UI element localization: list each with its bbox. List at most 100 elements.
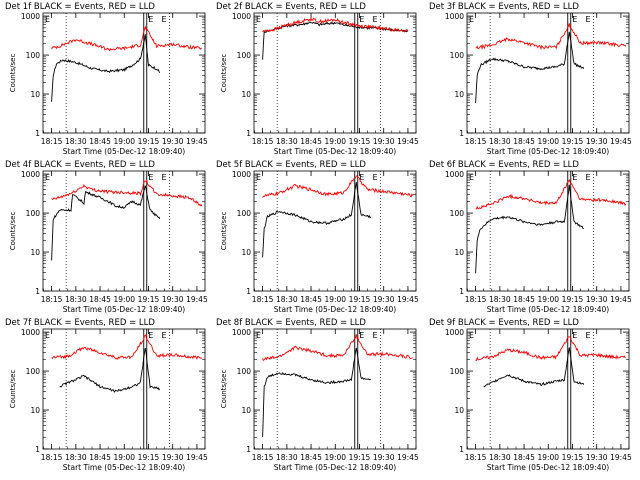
- chart-panel: Det 9f BLACK = Events, RED = LLD 1 10 100 10…: [429, 318, 632, 472]
- y-tick-label: 1000: [445, 328, 464, 337]
- y-axis-label: Counts/sec: [9, 370, 17, 409]
- event-marker-label: E: [45, 331, 50, 340]
- x-tick-label: 19:00: [537, 295, 559, 304]
- y-tick-label: 100: [450, 367, 465, 376]
- x-tick-label: 18:15: [465, 453, 487, 462]
- event-marker-label: E: [359, 331, 364, 340]
- event-marker-label: E: [469, 15, 474, 24]
- chart-title: Det 8f BLACK = Events, RED = LLD: [216, 318, 366, 328]
- event-marker-label: E: [148, 331, 153, 340]
- x-tick-label: 18:15: [41, 295, 63, 304]
- x-tick-label: 19:15: [349, 137, 371, 146]
- x-tick-label: 18:30: [276, 453, 298, 462]
- x-tick-label: 18:15: [252, 295, 274, 304]
- x-tick-label: 18:30: [276, 137, 298, 146]
- x-axis-label: Start Time (05-Dec-12 18:09:40): [274, 147, 396, 156]
- x-tick-label: 18:30: [65, 137, 87, 146]
- x-tick-label: 18:15: [465, 137, 487, 146]
- events-series-line: [475, 184, 584, 274]
- chart-title: Det 7f BLACK = Events, RED = LLD: [5, 318, 155, 328]
- lld-series-line: [475, 23, 627, 51]
- x-tick-label: 18:45: [89, 453, 111, 462]
- y-axis-label: Counts/sec: [220, 54, 228, 93]
- x-tick-label: 18:30: [489, 453, 511, 462]
- x-tick-label: 19:30: [586, 453, 608, 462]
- event-marker-label: E: [148, 15, 153, 24]
- event-marker-label: E: [372, 173, 377, 182]
- x-tick-label: 18:30: [65, 295, 87, 304]
- event-marker-label: E: [359, 173, 364, 182]
- y-tick-label: 1: [246, 287, 251, 296]
- y-tick-label: 10: [30, 248, 40, 257]
- y-tick-label: 1: [246, 445, 251, 454]
- plot-frame: [466, 328, 630, 450]
- y-tick-label: 10: [30, 90, 40, 99]
- x-tick-label: 18:45: [513, 137, 535, 146]
- x-tick-label: 18:15: [41, 137, 63, 146]
- event-marker-label: E: [161, 331, 166, 340]
- x-tick-label: 18:45: [300, 453, 322, 462]
- y-axis-label: Counts/sec: [220, 212, 228, 251]
- event-marker-label: E: [45, 173, 50, 182]
- chart-title: Det 5f BLACK = Events, RED = LLD: [216, 160, 366, 170]
- event-marker-label: E: [372, 15, 377, 24]
- x-tick-label: 19:15: [349, 453, 371, 462]
- x-tick-label: 19:00: [324, 453, 346, 462]
- lld-series-line: [262, 334, 413, 361]
- event-marker-label: E: [45, 15, 50, 24]
- event-marker-label: E: [585, 173, 590, 182]
- x-tick-label: 19:00: [113, 295, 135, 304]
- y-tick-label: 1: [35, 129, 40, 138]
- x-tick-label: 19:45: [186, 453, 208, 462]
- y-tick-label: 1000: [232, 328, 251, 337]
- y-tick-label: 10: [454, 406, 464, 415]
- y-tick-label: 1: [459, 445, 464, 454]
- y-tick-label: 100: [26, 51, 41, 60]
- event-marker-label: E: [148, 173, 153, 182]
- chart-title: Det 4f BLACK = Events, RED = LLD: [5, 160, 155, 170]
- y-tick-label: 10: [454, 248, 464, 257]
- plot-frame: [42, 12, 206, 134]
- plot-frame: [42, 170, 206, 292]
- x-axis-label: Start Time (05-Dec-12 18:09:40): [63, 305, 185, 314]
- events-series-line: [51, 34, 161, 102]
- plot-frame: [253, 328, 417, 450]
- x-tick-label: 19:15: [562, 453, 584, 462]
- x-tick-label: 19:00: [113, 453, 135, 462]
- x-tick-label: 19:30: [162, 453, 184, 462]
- event-marker-label: E: [585, 15, 590, 24]
- y-tick-label: 100: [237, 51, 252, 60]
- chart-panel: Det 7f BLACK = Events, RED = LLD 1 10 100 10…: [5, 318, 208, 472]
- event-marker-label: E: [256, 331, 261, 340]
- y-tick-label: 1: [246, 129, 251, 138]
- y-tick-label: 100: [450, 209, 465, 218]
- x-tick-label: 19:30: [162, 295, 184, 304]
- x-tick-label: 19:30: [162, 137, 184, 146]
- x-tick-label: 19:30: [373, 137, 395, 146]
- y-tick-label: 1000: [21, 328, 40, 337]
- chart-panel: Det 3f BLACK = Events, RED = LLD 1 10 100 10…: [429, 2, 632, 156]
- chart-panel: Det 2f BLACK = Events, RED = LLD 1 10 100 10…: [216, 2, 419, 156]
- chart-title: Det 2f BLACK = Events, RED = LLD: [216, 2, 366, 12]
- y-tick-label: 1: [459, 287, 464, 296]
- event-marker-label: E: [256, 173, 261, 182]
- chart-title: Det 3f BLACK = Events, RED = LLD: [429, 2, 579, 12]
- x-tick-label: 19:30: [373, 453, 395, 462]
- x-tick-label: 18:30: [65, 453, 87, 462]
- x-tick-label: 18:15: [41, 453, 63, 462]
- plot-frame: [466, 170, 630, 292]
- chart-title: Det 1f BLACK = Events, RED = LLD: [5, 2, 155, 12]
- x-axis-label: Start Time (05-Dec-12 18:09:40): [274, 305, 396, 314]
- x-tick-label: 19:30: [373, 295, 395, 304]
- x-tick-label: 18:30: [489, 137, 511, 146]
- x-tick-label: 19:45: [610, 137, 632, 146]
- chart-panel: Det 1f BLACK = Events, RED = LLD 1 10 100 10…: [5, 2, 208, 156]
- x-axis-label: Start Time (05-Dec-12 18:09:40): [63, 147, 185, 156]
- y-tick-label: 100: [26, 209, 41, 218]
- y-tick-label: 1: [35, 287, 40, 296]
- x-axis-label: Start Time (05-Dec-12 18:09:40): [487, 463, 609, 472]
- x-tick-label: 19:45: [610, 295, 632, 304]
- x-tick-label: 19:00: [537, 453, 559, 462]
- events-series-line: [262, 347, 371, 438]
- x-tick-label: 19:00: [324, 137, 346, 146]
